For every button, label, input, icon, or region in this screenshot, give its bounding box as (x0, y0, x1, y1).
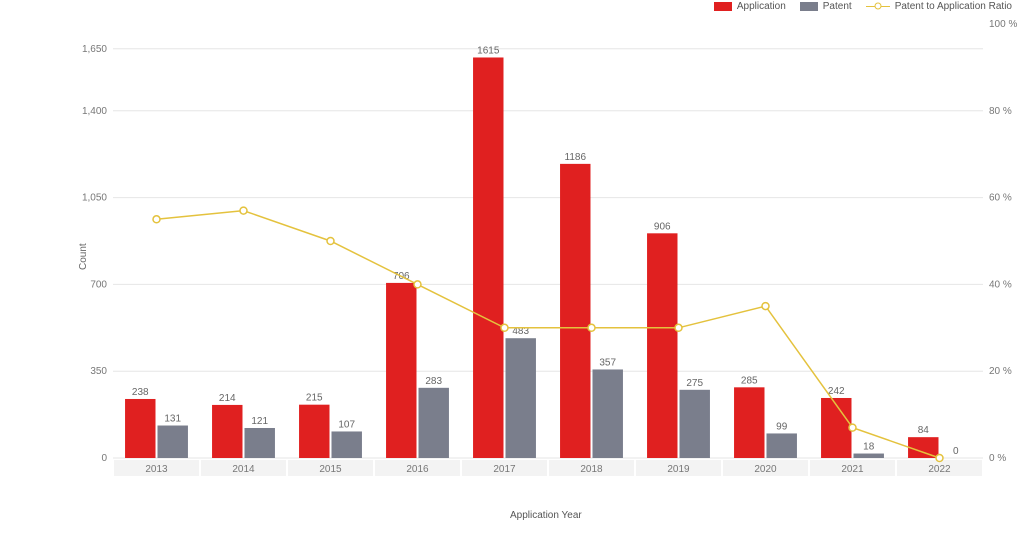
bar-application (647, 233, 677, 458)
svg-text:275: 275 (686, 378, 703, 389)
swatch-patent (800, 2, 818, 11)
svg-text:40 %: 40 % (989, 279, 1012, 290)
bar-application (473, 57, 503, 458)
svg-text:2016: 2016 (406, 464, 429, 475)
bar-patent (506, 338, 536, 458)
chart-plot: 03507001,0501,4001,6500 %20 %40 %60 %80 … (113, 24, 983, 478)
svg-text:18: 18 (863, 442, 875, 453)
svg-text:350: 350 (90, 366, 107, 377)
bar-patent (419, 388, 449, 458)
svg-text:99: 99 (776, 421, 788, 432)
svg-text:357: 357 (599, 357, 616, 368)
bar-patent (332, 431, 362, 458)
bar-patent (245, 428, 275, 458)
svg-text:2019: 2019 (667, 464, 690, 475)
y-left-axis-label: Count (78, 243, 89, 270)
bar-application (299, 405, 329, 458)
ratio-marker (501, 324, 508, 331)
bar-application (560, 164, 590, 458)
svg-text:2022: 2022 (928, 464, 951, 475)
swatch-ratio (866, 0, 890, 12)
bar-patent (158, 426, 188, 458)
svg-text:1,400: 1,400 (82, 106, 107, 117)
svg-text:100 %: 100 % (989, 19, 1017, 30)
svg-text:0: 0 (953, 446, 959, 457)
legend-ratio-label: Patent to Application Ratio (895, 1, 1012, 12)
bar-application (821, 398, 851, 458)
legend-ratio: Patent to Application Ratio (866, 0, 1012, 12)
svg-text:242: 242 (828, 386, 845, 397)
svg-text:121: 121 (251, 416, 268, 427)
svg-text:20 %: 20 % (989, 366, 1012, 377)
svg-text:84: 84 (918, 425, 930, 436)
svg-text:906: 906 (654, 221, 671, 232)
legend-application: Application (714, 1, 786, 12)
svg-text:215: 215 (306, 393, 323, 404)
svg-text:283: 283 (425, 376, 442, 387)
svg-text:1186: 1186 (565, 152, 587, 163)
svg-text:131: 131 (164, 414, 181, 425)
svg-text:80 %: 80 % (989, 106, 1012, 117)
svg-text:1,650: 1,650 (82, 44, 107, 55)
ratio-marker (327, 238, 334, 245)
swatch-application (714, 2, 732, 11)
svg-text:0: 0 (101, 453, 107, 464)
ratio-marker (762, 303, 769, 310)
svg-text:238: 238 (132, 387, 149, 398)
svg-text:214: 214 (219, 393, 236, 404)
legend: Application Patent Patent to Application… (714, 0, 1012, 12)
ratio-marker (588, 324, 595, 331)
bar-patent (767, 433, 797, 458)
ratio-marker (936, 455, 943, 462)
svg-text:700: 700 (90, 279, 107, 290)
bar-application (734, 387, 764, 458)
legend-application-label: Application (737, 1, 786, 12)
svg-text:60 %: 60 % (989, 193, 1012, 204)
bar-application (212, 405, 242, 458)
ratio-marker (240, 207, 247, 214)
svg-text:1,050: 1,050 (82, 193, 107, 204)
bar-patent (854, 454, 884, 458)
svg-text:2018: 2018 (580, 464, 603, 475)
x-axis-label: Application Year (510, 510, 582, 521)
legend-patent-label: Patent (823, 1, 852, 12)
ratio-marker (849, 424, 856, 431)
svg-text:2021: 2021 (841, 464, 864, 475)
ratio-marker (675, 324, 682, 331)
bar-application (125, 399, 155, 458)
bar-patent (680, 390, 710, 458)
svg-text:2020: 2020 (754, 464, 777, 475)
bar-patent (593, 369, 623, 458)
svg-text:2017: 2017 (493, 464, 516, 475)
svg-text:2013: 2013 (145, 464, 168, 475)
legend-patent: Patent (800, 1, 852, 12)
svg-text:2014: 2014 (232, 464, 255, 475)
svg-text:0 %: 0 % (989, 453, 1006, 464)
ratio-marker (153, 216, 160, 223)
svg-text:1615: 1615 (477, 45, 500, 56)
svg-text:107: 107 (338, 419, 355, 430)
bar-application (908, 437, 938, 458)
svg-text:285: 285 (741, 375, 758, 386)
bar-application (386, 283, 416, 458)
svg-text:2015: 2015 (319, 464, 342, 475)
ratio-marker (414, 281, 421, 288)
